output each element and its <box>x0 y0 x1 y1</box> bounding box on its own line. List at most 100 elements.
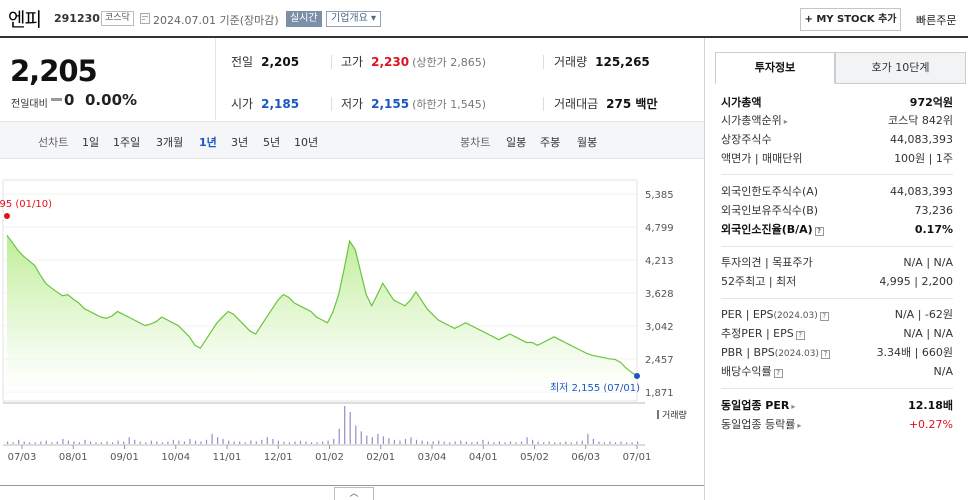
volume-bar <box>217 437 219 444</box>
stat-upper-limit: (상한가 2,865) <box>412 56 486 69</box>
row-industry-per[interactable]: 동일업종 PER ▸ 12.18배 <box>721 397 953 415</box>
price-area <box>7 235 637 392</box>
volume-bar <box>200 441 202 444</box>
volume-bar <box>432 441 434 444</box>
divider <box>331 55 332 69</box>
price-chart[interactable]: 5,385 4,799 4,213 3,628 3,042 2,457 1,871 07/0… <box>0 160 704 486</box>
tab-investment-info[interactable]: 투자정보 <box>715 52 835 84</box>
volume-bar <box>272 438 274 444</box>
est-per-label: 추정PER | EPS <box>721 327 794 340</box>
week52-value: 4,995 | 2,200 <box>879 275 953 288</box>
quick-order-button[interactable]: 빠른주문 <box>916 14 957 27</box>
tab-orderbook[interactable]: 호가 10단계 <box>835 52 966 84</box>
volume-bar <box>625 442 628 444</box>
base-date: 2024.07.01 기준(장마감) <box>153 14 279 27</box>
cap-rank-label: 시가총액순위 <box>721 114 782 127</box>
current-price: 2,205 <box>10 54 98 88</box>
row-per: PER | EPS(2024.03)? N/A | -62원 <box>721 306 953 324</box>
volume-bar <box>277 440 279 444</box>
row-market-cap: 시가총액 972억원 <box>721 94 953 112</box>
x-tick-label: 08/01 <box>59 452 88 463</box>
volume-bar <box>205 439 208 444</box>
diff-rate: 0.00% <box>85 91 138 109</box>
volume-bar <box>78 442 80 444</box>
volume-bar <box>161 442 163 444</box>
tab-1y[interactable]: 1년 <box>199 136 217 149</box>
tab-1d[interactable]: 1일 <box>82 136 100 149</box>
volume-bar <box>504 442 506 444</box>
y-tick-label: 2,457 <box>645 355 674 366</box>
collapse-button[interactable]: ︿ <box>334 487 374 500</box>
volume-legend: 거래량 <box>662 409 687 421</box>
stat-high-value: 2,230 <box>371 55 410 69</box>
flat-icon <box>51 98 62 101</box>
volume-bar <box>443 441 445 444</box>
volume-bar <box>404 438 407 444</box>
stat-low-label: 저가 <box>341 97 364 111</box>
volume-bar <box>399 440 401 444</box>
tab-daily[interactable]: 일봉 <box>506 136 527 149</box>
volume-bar <box>250 440 252 444</box>
row-cap-rank[interactable]: 시가총액순위 ▸ 코스닥 842위 <box>721 112 953 130</box>
tab-monthly[interactable]: 월봉 <box>577 136 598 149</box>
row-industry-rate[interactable]: 동일업종 등락률 ▸ +0.27% <box>721 416 953 434</box>
volume-bar <box>156 441 158 444</box>
volume-bar <box>598 441 600 444</box>
low-label: 최저 2,155 (07/01) <box>550 382 640 394</box>
volume-bar <box>609 441 611 444</box>
volume-bar <box>51 442 53 444</box>
volume-bar <box>454 441 456 444</box>
volume-bar <box>67 440 69 444</box>
industry-rate-label: 동일업종 등락률 <box>721 418 796 431</box>
tab-weekly[interactable]: 주봉 <box>540 136 561 149</box>
add-my-stock-button[interactable]: + MY STOCK 추가 <box>800 8 901 31</box>
price-stats: 전일 2,205 고가 2,230 (상한가 2,865) 거래량 125,265 시가… <box>216 38 704 120</box>
help-icon[interactable]: ? <box>820 350 830 359</box>
help-icon[interactable]: ? <box>795 331 805 340</box>
volume-bar <box>128 437 130 444</box>
x-tick-label: 04/01 <box>469 452 498 463</box>
opinion-label: 투자의견 | 목표주가 <box>721 256 813 269</box>
diff-label: 전일대비 <box>11 99 48 110</box>
tab-3m[interactable]: 3개월 <box>156 136 184 149</box>
volume-bar <box>415 439 418 444</box>
help-icon[interactable]: ? <box>773 369 783 378</box>
stock-code: 291230 <box>54 12 100 25</box>
company-overview-button[interactable]: 기업개요 ▾ <box>326 11 381 27</box>
x-tick-label: 12/01 <box>264 452 293 463</box>
volume-bar <box>427 441 429 444</box>
volume-bar <box>603 442 605 444</box>
volume-bar <box>537 441 539 444</box>
volume-bar <box>150 440 152 444</box>
tab-10y[interactable]: 10년 <box>294 136 319 149</box>
chevron-right-icon: ▸ <box>797 421 802 430</box>
chart-frame <box>2 179 638 402</box>
stat-prev: 전일 2,205 <box>231 53 299 70</box>
volume-bar <box>393 439 395 444</box>
line-chart-label: 선차트 <box>38 136 69 149</box>
volume-bar <box>476 441 478 444</box>
volume-bar <box>498 441 500 444</box>
tab-5y[interactable]: 5년 <box>263 136 281 149</box>
row-est-per: 추정PER | EPS? N/A | N/A <box>721 325 953 343</box>
price-line <box>6 235 638 377</box>
volume-bar <box>355 425 357 444</box>
market-badge: 코스닥 <box>101 11 134 26</box>
stat-high-label: 고가 <box>341 55 364 69</box>
help-icon[interactable]: ? <box>814 227 824 236</box>
volume-bar <box>255 441 257 444</box>
y-axis: 5,385 4,799 4,213 3,628 3,042 2,457 1,871 <box>645 190 674 399</box>
help-icon[interactable]: ? <box>819 312 829 321</box>
x-tick-label: 09/01 <box>110 452 139 463</box>
volume-bar <box>239 441 241 444</box>
stat-prev-label: 전일 <box>231 55 254 69</box>
tab-1w[interactable]: 1주일 <box>113 136 141 149</box>
industry-per-value: 12.18배 <box>908 399 953 412</box>
stat-open-value: 2,185 <box>261 97 300 111</box>
industry-rate-value: +0.27% <box>908 418 953 431</box>
dividend-value: N/A <box>933 365 953 378</box>
per-date: (2024.03) <box>773 311 818 321</box>
tab-3y[interactable]: 3년 <box>231 136 249 149</box>
volume-bar <box>183 441 185 444</box>
realtime-button[interactable]: 실시간 <box>286 11 322 27</box>
